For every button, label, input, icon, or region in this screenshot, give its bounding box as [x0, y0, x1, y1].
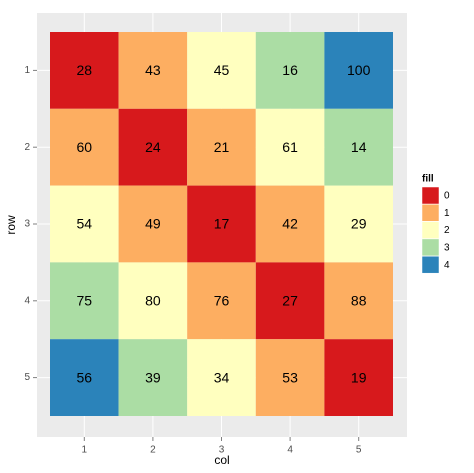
tile — [50, 32, 119, 109]
cell-label: 80 — [145, 293, 161, 309]
tile — [118, 339, 188, 416]
x-axis-title: col — [214, 453, 229, 467]
tile — [255, 32, 325, 109]
y-tick-label: 2 — [24, 142, 30, 153]
x-tick-label: 2 — [150, 445, 156, 456]
x-tick-label: 5 — [356, 445, 362, 456]
y-tick-label: 3 — [24, 219, 30, 230]
cell-label: 56 — [77, 369, 93, 385]
tile — [324, 185, 393, 263]
tile — [324, 108, 393, 186]
x-tick-label: 4 — [287, 445, 293, 456]
tile — [50, 262, 119, 340]
tile — [324, 339, 393, 416]
legend-label: 0 — [444, 191, 450, 202]
tile — [255, 262, 325, 340]
tile — [255, 339, 325, 416]
cell-label: 53 — [282, 369, 298, 385]
tile — [50, 185, 119, 263]
tile — [50, 339, 119, 416]
cell-label: 34 — [214, 369, 230, 385]
y-tick-label: 4 — [24, 295, 30, 306]
x-tick-label: 1 — [82, 445, 88, 456]
y-axis-title: row — [4, 215, 18, 235]
cell-label: 54 — [77, 216, 93, 232]
cell-label: 17 — [214, 216, 230, 232]
cell-label: 100 — [347, 62, 371, 78]
tile — [324, 262, 393, 340]
legend-label: 2 — [444, 225, 450, 236]
tile — [187, 262, 256, 340]
legend-key — [421, 186, 440, 205]
y-tick-label: 5 — [24, 372, 30, 383]
legend-key — [421, 221, 440, 239]
cell-label: 14 — [351, 139, 367, 155]
tile — [118, 32, 188, 109]
legend-key — [421, 238, 440, 257]
tile — [118, 185, 188, 263]
cell-label: 16 — [282, 62, 298, 78]
tile — [118, 262, 188, 340]
legend-key — [421, 204, 440, 222]
cell-label: 88 — [351, 293, 367, 309]
tile — [187, 185, 256, 263]
cell-label: 75 — [77, 293, 93, 309]
tile — [255, 185, 325, 263]
tile — [187, 339, 256, 416]
cell-label: 29 — [351, 216, 367, 232]
cell-label: 45 — [214, 62, 230, 78]
cell-label: 43 — [145, 62, 161, 78]
cell-label: 49 — [145, 216, 161, 232]
cell-label: 76 — [214, 293, 230, 309]
cell-label: 24 — [145, 139, 161, 155]
tile — [118, 108, 188, 186]
cell-label: 19 — [351, 369, 367, 385]
legend-label: 4 — [444, 260, 450, 271]
x-tick-label: 3 — [219, 445, 225, 456]
tile — [187, 32, 256, 109]
tile — [187, 108, 256, 186]
y-tick-label: 1 — [24, 65, 30, 76]
tile — [255, 108, 325, 186]
legend-label: 3 — [444, 243, 450, 254]
cell-label: 28 — [77, 62, 93, 78]
cell-label: 21 — [214, 139, 230, 155]
cell-label: 42 — [282, 216, 298, 232]
cell-label: 27 — [282, 293, 298, 309]
legend-key — [421, 255, 440, 274]
tile — [50, 108, 119, 186]
cell-label: 39 — [145, 369, 161, 385]
tile — [324, 32, 393, 109]
cell-label: 61 — [282, 139, 298, 155]
cell-label: 60 — [77, 139, 93, 155]
legend-label: 1 — [444, 208, 450, 219]
legend-title: fill — [422, 174, 434, 185]
